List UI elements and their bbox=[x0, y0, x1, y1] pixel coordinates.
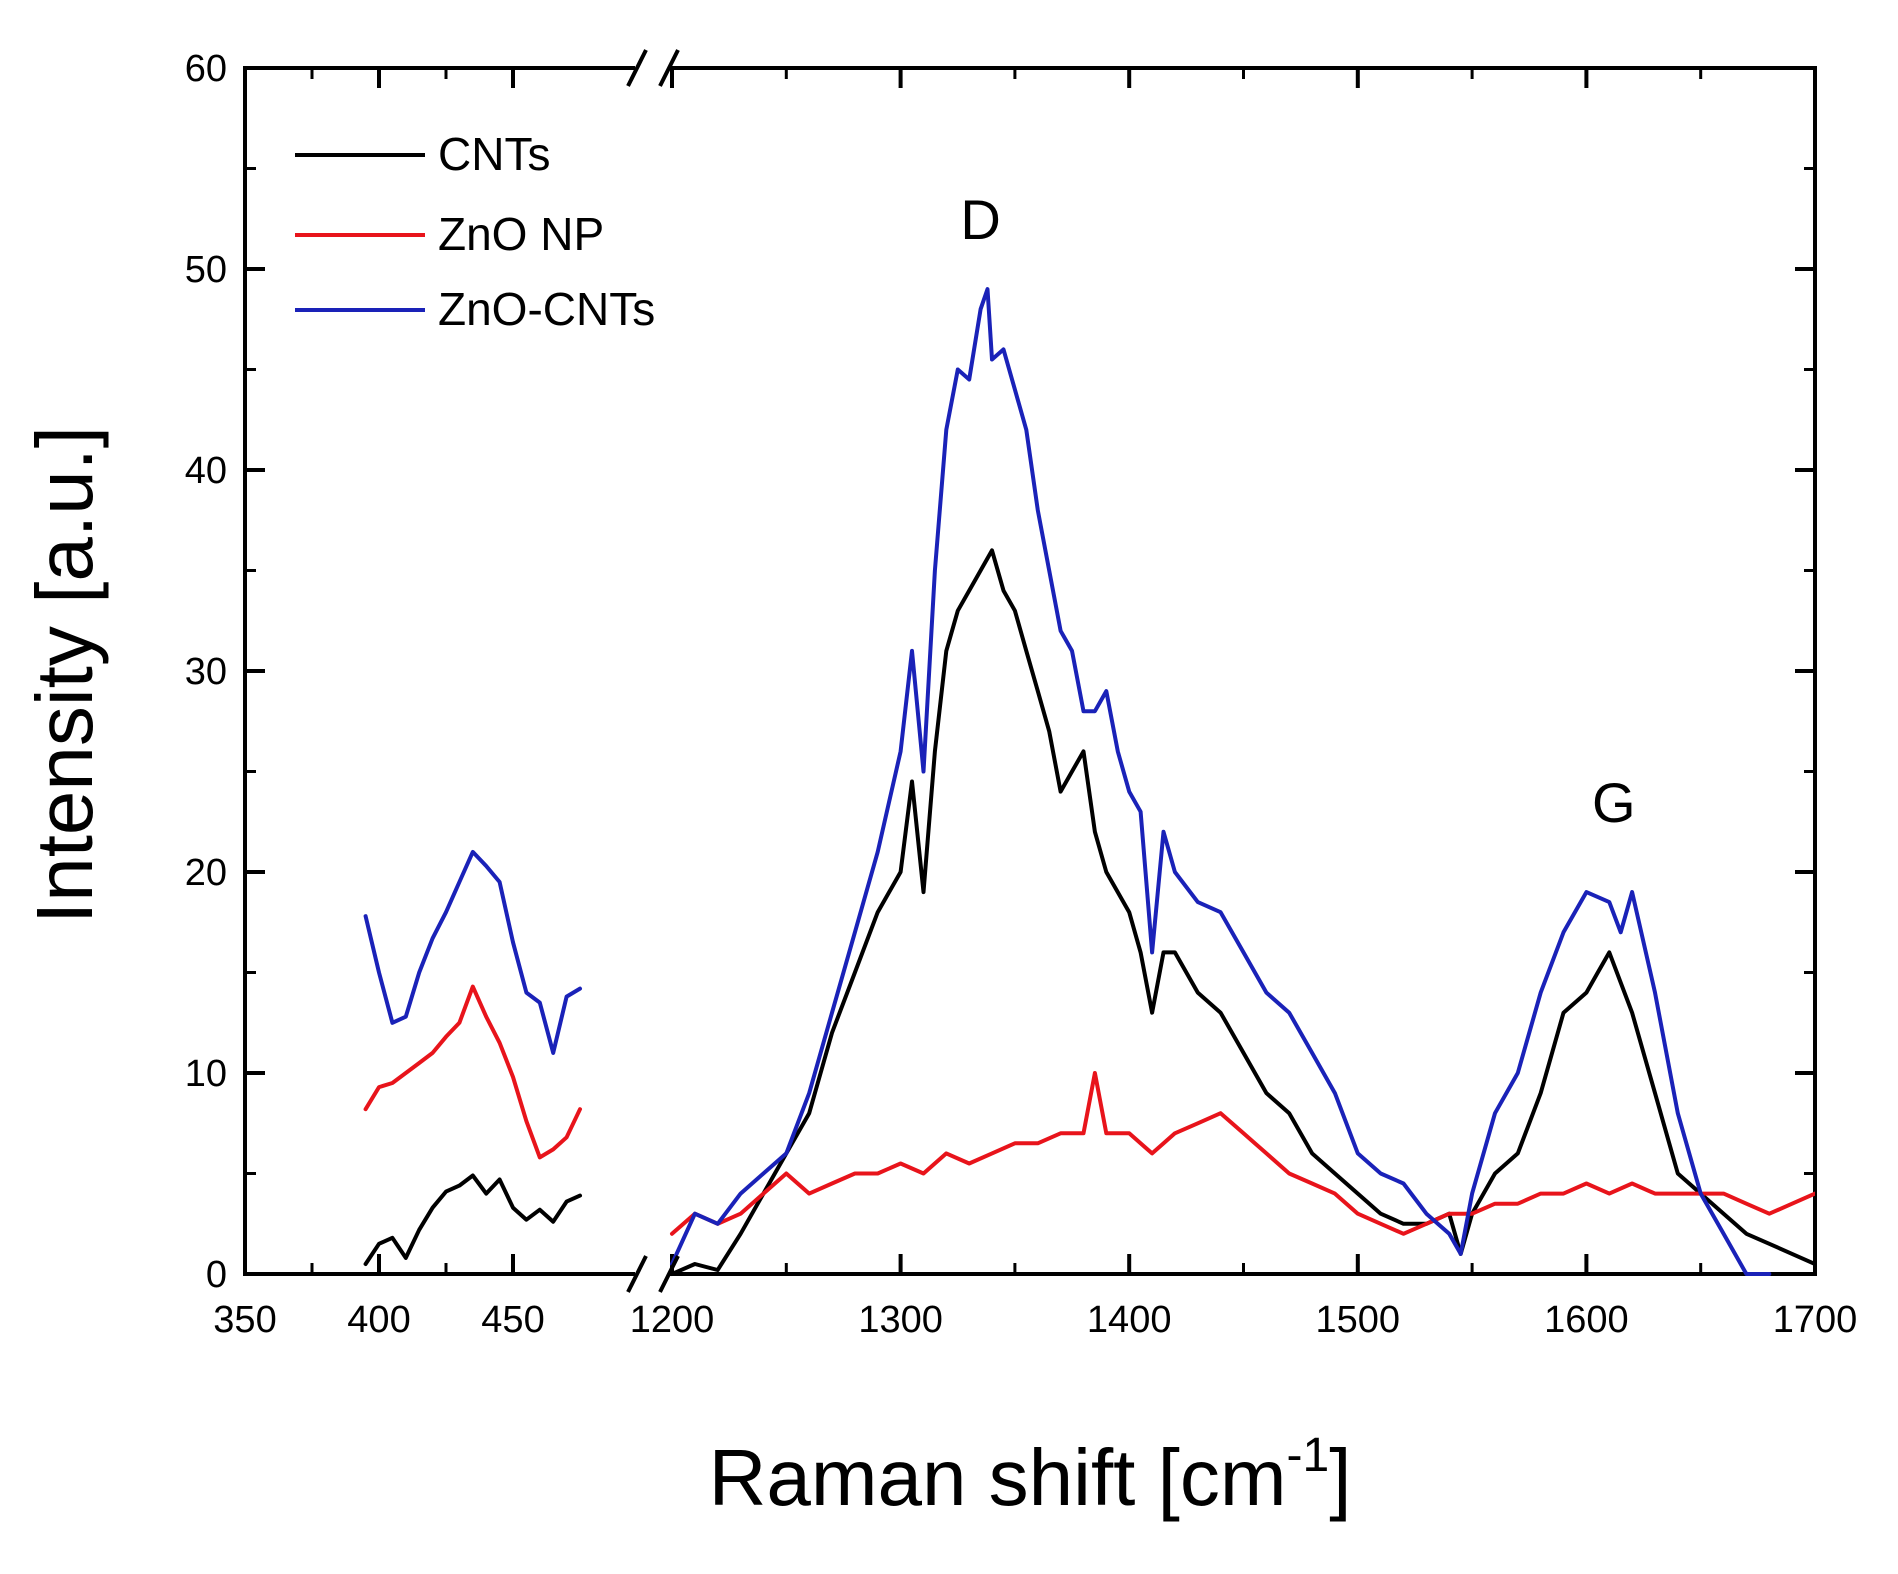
axis-break-gap-bottom bbox=[635, 1268, 669, 1280]
x-tick-label: 1200 bbox=[630, 1299, 715, 1341]
y-tick-label: 60 bbox=[185, 48, 227, 90]
x-tick-label: 1600 bbox=[1544, 1299, 1629, 1341]
annotation-g-peak: G bbox=[1592, 771, 1636, 834]
axis-break-slash bbox=[658, 49, 680, 87]
x-tick-label: 450 bbox=[481, 1299, 544, 1341]
y-tick-label: 0 bbox=[206, 1254, 227, 1296]
y-tick-label: 30 bbox=[185, 651, 227, 693]
axis-break-gap-top bbox=[635, 62, 669, 74]
legend: CNTs ZnO NP ZnO-CNTs bbox=[295, 128, 655, 335]
legend-label-cnts: CNTs bbox=[438, 128, 550, 180]
axis-break bbox=[626, 49, 680, 1293]
legend-label-zno-cnts: ZnO-CNTs bbox=[438, 283, 655, 335]
x-tick-label: 1300 bbox=[858, 1299, 943, 1341]
x-tick-label: 1500 bbox=[1316, 1299, 1401, 1341]
x-axis-title-main: Raman shift [cm bbox=[709, 1433, 1287, 1522]
y-tick-label: 40 bbox=[185, 450, 227, 492]
series-line-zno-np-segment-2 bbox=[670, 1071, 1815, 1236]
series-line-zno-np-segment-1 bbox=[363, 984, 582, 1160]
y-axis-title: Intensity [a.u.] bbox=[20, 426, 109, 924]
ticks-layer: 0 10 20 30 40 50 60 350 400 450 1200 1300 1400 1500 16… bbox=[185, 48, 1858, 1341]
x-tick-label: 400 bbox=[347, 1299, 410, 1341]
x-axis-title-close: ] bbox=[1329, 1433, 1351, 1522]
annotation-d-peak: D bbox=[960, 188, 1000, 251]
y-tick-label: 20 bbox=[185, 852, 227, 894]
axis-break-slash bbox=[626, 49, 648, 87]
series-layer bbox=[363, 287, 1815, 1276]
x-tick-label: 350 bbox=[213, 1299, 276, 1341]
axis-break-slash bbox=[626, 1255, 648, 1293]
series-line-zno-cnts-segment-2 bbox=[670, 287, 1772, 1276]
x-tick-label: 1700 bbox=[1773, 1299, 1858, 1341]
x-tick-label: 1400 bbox=[1087, 1299, 1172, 1341]
x-axis-title-superscript: -1 bbox=[1287, 1429, 1330, 1482]
series-line-cnts-segment-2 bbox=[670, 548, 1815, 1276]
x-axis-title: Raman shift [cm-1] bbox=[709, 1429, 1352, 1522]
y-tick-label: 50 bbox=[185, 249, 227, 291]
series-line-cnts-segment-1 bbox=[363, 1173, 582, 1266]
y-tick-label: 10 bbox=[185, 1053, 227, 1095]
axis-break-slash bbox=[658, 1255, 680, 1293]
series-line-zno-cnts-segment-1 bbox=[363, 849, 582, 1055]
legend-label-zno-np: ZnO NP bbox=[438, 208, 604, 260]
